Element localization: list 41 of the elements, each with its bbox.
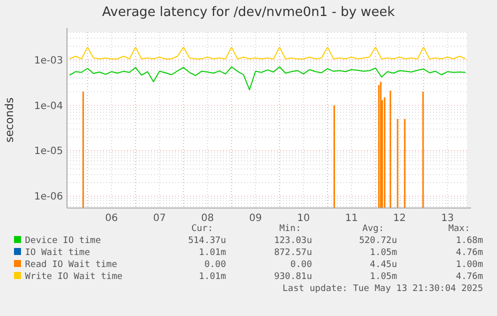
y-tick-label: 1e-06 <box>34 192 63 203</box>
legend-label: IO Wait time <box>25 248 90 258</box>
text: 4.45u <box>370 260 397 270</box>
x-tick-label: 07 <box>153 213 166 224</box>
text: 4.76m <box>456 272 483 282</box>
legend-label: Device IO time <box>25 236 101 246</box>
x-tick-label: 09 <box>249 213 262 224</box>
text: Max: <box>448 224 470 234</box>
text: 520.72u <box>359 236 397 246</box>
legend-label: Write IO Wait time <box>25 272 123 282</box>
text: Avg: <box>362 224 384 234</box>
text: 0.00 <box>204 260 226 270</box>
line-series <box>68 66 466 90</box>
text: 930.81u <box>274 272 312 282</box>
x-tick-label: 08 <box>201 213 214 224</box>
y-axis-title: seconds <box>3 97 16 142</box>
x-tick-label: 12 <box>393 213 406 224</box>
text: 1.68m <box>456 236 483 246</box>
chart-title: Average latency for /dev/nvme0n1 - by week <box>102 5 396 20</box>
y-tick-label: 1e-05 <box>34 146 63 158</box>
text: Min: <box>279 224 301 234</box>
line-series <box>68 46 466 60</box>
x-tick-label: 06 <box>105 213 118 224</box>
y-tick-label: 1e-03 <box>34 55 63 66</box>
text: 1.05m <box>370 248 397 258</box>
x-tick-label: 11 <box>345 213 358 224</box>
text: 514.37u <box>188 236 226 246</box>
text: Cur: <box>191 224 213 234</box>
x-tick-label: 10 <box>297 213 310 224</box>
text: 1.00m <box>456 260 483 270</box>
legend-label: Read IO Wait time <box>25 260 118 270</box>
text: Last update: Tue May 13 21:30:04 2025 <box>282 284 483 294</box>
text: 0.00 <box>290 260 312 270</box>
text: 872.57u <box>274 248 312 258</box>
y-tick-label: 1e-04 <box>34 100 63 112</box>
text: 1.01m <box>198 248 226 258</box>
text: 1.05m <box>370 272 397 282</box>
text: 1.01m <box>198 272 226 282</box>
x-tick-label: 13 <box>441 213 454 224</box>
text: 4.76m <box>456 248 483 258</box>
text: 123.03u <box>274 236 312 246</box>
